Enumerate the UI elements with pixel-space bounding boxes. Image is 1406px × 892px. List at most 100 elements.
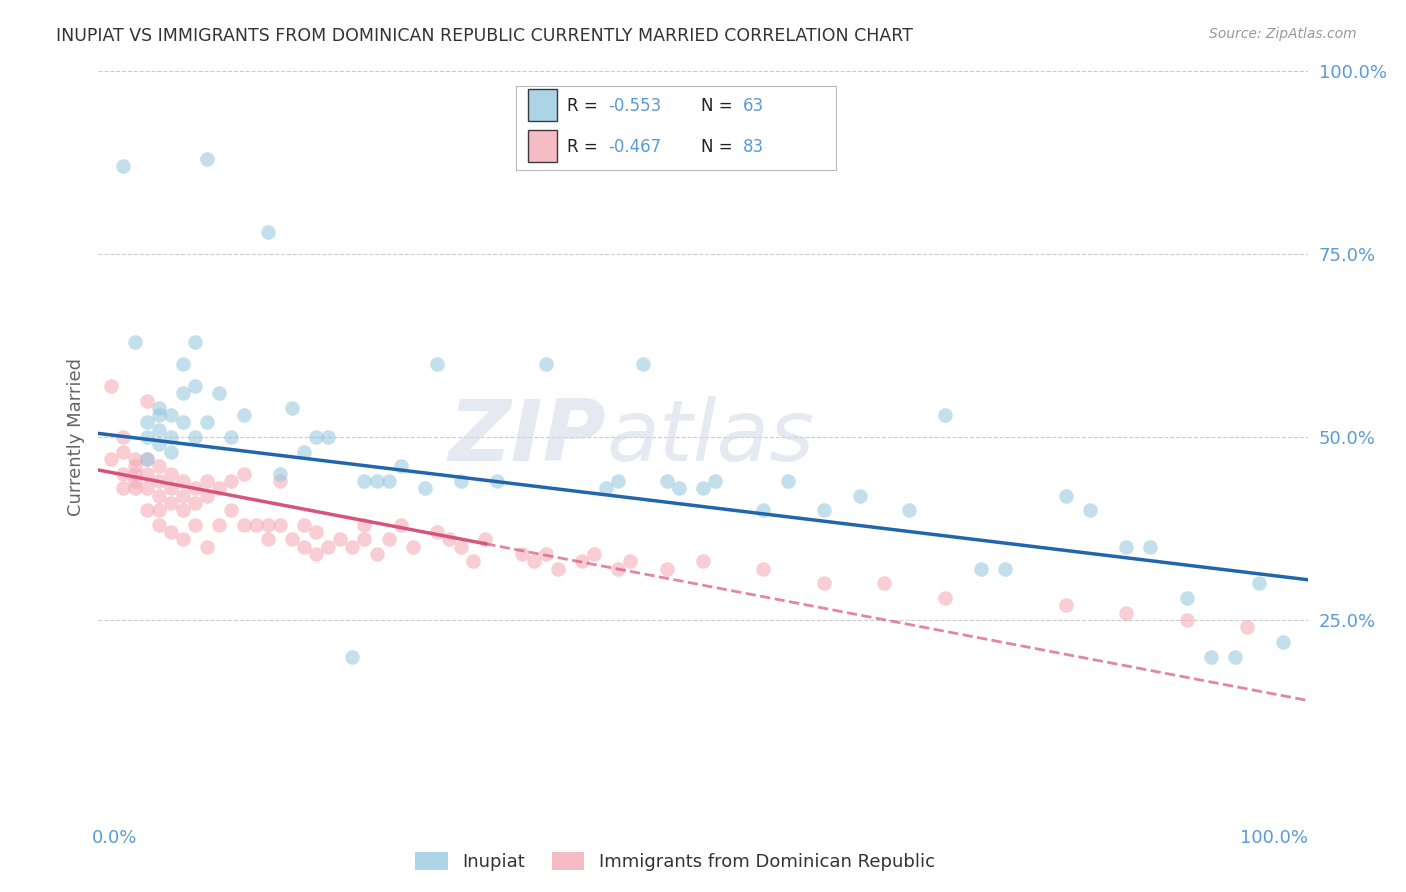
Point — [111, 481, 134, 495]
Point — [1115, 606, 1137, 620]
Point — [124, 334, 146, 349]
Point — [571, 554, 593, 568]
Point — [269, 517, 291, 532]
Text: INUPIAT VS IMMIGRANTS FROM DOMINICAN REPUBLIC CURRENTLY MARRIED CORRELATION CHAR: INUPIAT VS IMMIGRANTS FROM DOMINICAN REP… — [56, 27, 912, 45]
Point — [135, 430, 157, 444]
Point — [873, 576, 896, 591]
Point — [1199, 649, 1222, 664]
Point — [631, 357, 654, 371]
Point — [437, 533, 460, 547]
Point — [148, 459, 170, 474]
Y-axis label: Currently Married: Currently Married — [66, 358, 84, 516]
Point — [184, 517, 207, 532]
Point — [111, 444, 134, 458]
Point — [148, 408, 170, 422]
Point — [668, 481, 690, 495]
Point — [426, 525, 449, 540]
Point — [256, 517, 278, 532]
Point — [208, 517, 231, 532]
Point — [1223, 649, 1246, 664]
Point — [160, 481, 183, 495]
Point — [135, 481, 157, 495]
Point — [377, 474, 399, 488]
Point — [135, 452, 157, 467]
Point — [111, 467, 134, 481]
Point — [463, 554, 485, 568]
Text: 0.0%: 0.0% — [91, 830, 136, 847]
Point — [172, 489, 194, 503]
Point — [595, 481, 617, 495]
Point — [148, 503, 170, 517]
Point — [135, 452, 157, 467]
Point — [655, 474, 678, 488]
Point — [124, 481, 146, 495]
Point — [523, 554, 546, 568]
Point — [256, 533, 278, 547]
Point — [366, 547, 388, 561]
Point — [124, 459, 146, 474]
Point — [172, 357, 194, 371]
Point — [195, 474, 218, 488]
Point — [160, 444, 183, 458]
Point — [366, 474, 388, 488]
Point — [1249, 576, 1271, 591]
Point — [316, 430, 339, 444]
Point — [172, 533, 194, 547]
Point — [1175, 591, 1198, 605]
Point — [245, 517, 267, 532]
Point — [704, 474, 727, 488]
Point — [221, 503, 243, 517]
Point — [208, 386, 231, 401]
Point — [148, 474, 170, 488]
Point — [534, 357, 557, 371]
Point — [269, 467, 291, 481]
Point — [1139, 540, 1161, 554]
Point — [776, 474, 799, 488]
Point — [135, 467, 157, 481]
Point — [619, 554, 641, 568]
Point — [160, 408, 183, 422]
Point — [353, 517, 375, 532]
Text: 100.0%: 100.0% — [1240, 830, 1308, 847]
Point — [389, 517, 412, 532]
Point — [353, 474, 375, 488]
Point — [124, 452, 146, 467]
Point — [148, 423, 170, 437]
Point — [232, 517, 254, 532]
Point — [148, 401, 170, 415]
Point — [342, 540, 364, 554]
Point — [221, 474, 243, 488]
Point — [292, 540, 315, 554]
Point — [450, 474, 472, 488]
Point — [208, 481, 231, 495]
Point — [1175, 613, 1198, 627]
Text: atlas: atlas — [606, 395, 814, 479]
Point — [534, 547, 557, 561]
Point — [256, 225, 278, 239]
Point — [607, 562, 630, 576]
Point — [281, 401, 304, 415]
Point — [583, 547, 606, 561]
Point — [305, 525, 328, 540]
Point — [655, 562, 678, 576]
Point — [100, 379, 122, 393]
Point — [1236, 620, 1258, 634]
Legend: Inupiat, Immigrants from Dominican Republic: Inupiat, Immigrants from Dominican Repub… — [408, 846, 942, 879]
Point — [124, 474, 146, 488]
Point — [1054, 599, 1077, 613]
Point — [1054, 489, 1077, 503]
Point — [148, 517, 170, 532]
Point — [1078, 503, 1101, 517]
Point — [1272, 635, 1295, 649]
Point — [486, 474, 509, 488]
Point — [813, 576, 835, 591]
Point — [292, 517, 315, 532]
Point — [292, 444, 315, 458]
Point — [934, 408, 956, 422]
Point — [135, 503, 157, 517]
Point — [135, 416, 157, 430]
Point — [849, 489, 872, 503]
Point — [269, 474, 291, 488]
Point — [184, 334, 207, 349]
Point — [897, 503, 920, 517]
